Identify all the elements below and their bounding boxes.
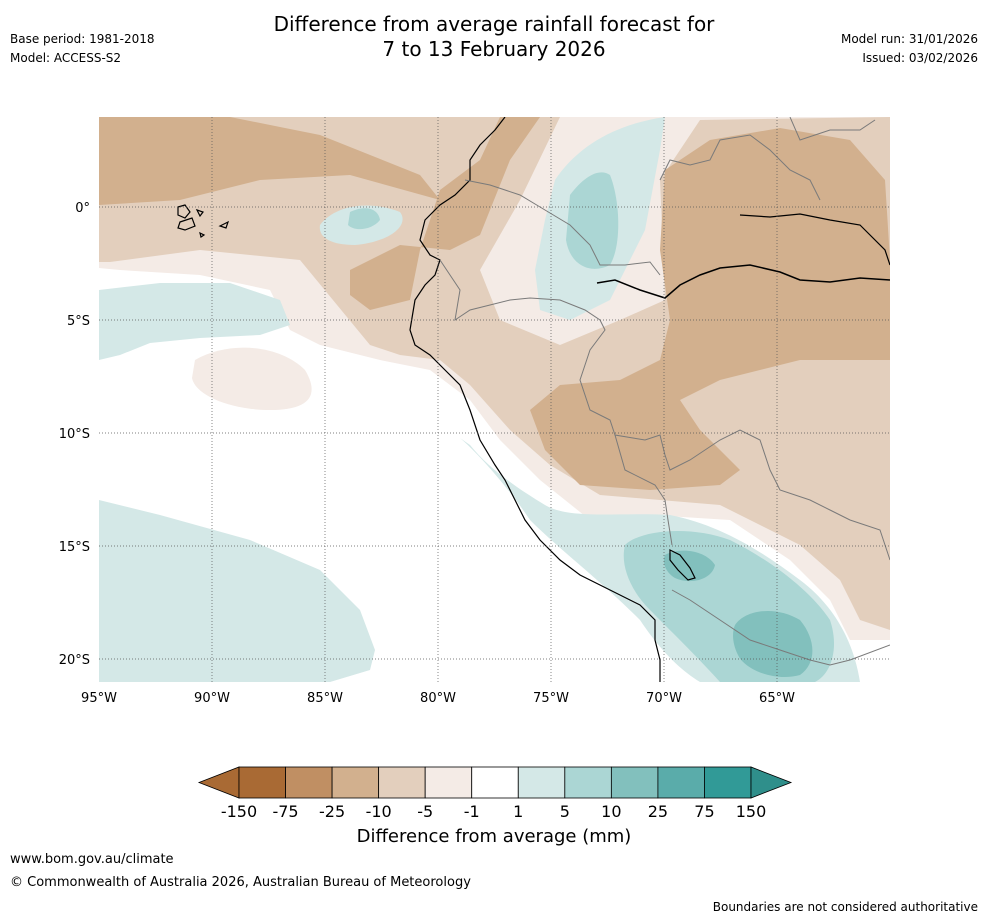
colorbar-tick-label: -25 [319, 802, 345, 821]
contour-teal-2 [348, 208, 380, 230]
lat-label-15s: 15°S [59, 540, 90, 555]
contour-light-teal-2 [99, 500, 375, 682]
colorbar-extend-low [197, 766, 240, 799]
colorbar-tick-label: 150 [736, 802, 767, 821]
contour-teal-5 [733, 610, 813, 678]
title-line-1: Difference from average rainfall forecas… [273, 12, 715, 36]
colorbar-tick-label: -75 [272, 802, 298, 821]
lake-titicaca [669, 549, 696, 581]
contour-dark-brown-1 [99, 117, 440, 205]
lon-label-80w: 80°W [420, 691, 456, 706]
colorbar-tick-label: 25 [648, 802, 668, 821]
copyright-text: © Commonwealth of Australia 2026, Austra… [10, 875, 471, 890]
colorbar-tick-label: 75 [694, 802, 714, 821]
lon-label-85w: 85°W [307, 691, 343, 706]
coastline [409, 117, 661, 682]
colorbar-tick-label: 10 [601, 802, 621, 821]
colorbar-tick-label: 5 [560, 802, 570, 821]
rio-negro [739, 213, 890, 266]
website-link[interactable]: www.bom.gov.au/climate [10, 852, 174, 867]
colorbar-bin [564, 766, 612, 799]
contour-light-brown-blob [192, 347, 312, 410]
lon-label-95w: 95°W [81, 691, 117, 706]
colorbar-bin [378, 766, 426, 799]
colorbar-bin [238, 766, 286, 799]
colorbar-bin [424, 766, 473, 799]
contour-dark-brown-2 [350, 117, 540, 310]
colorbar-bin [471, 766, 519, 799]
colorbar-bin [285, 766, 333, 799]
country-borders [439, 117, 890, 666]
colorbar-bin [657, 766, 705, 799]
lon-label-70w: 70°W [646, 691, 682, 706]
lat-label-5s: 5°S [67, 314, 90, 329]
contour-teal-4 [663, 550, 715, 582]
colorbar-bin [704, 766, 752, 799]
colorbar: -150 -75 -25 -10 -5 -1 1 5 10 25 75 150 [197, 766, 793, 821]
contour-teal-1 [566, 172, 619, 269]
amazon-river [596, 264, 890, 299]
contour-light-teal-1 [99, 283, 290, 360]
colorbar-bin [331, 766, 380, 799]
colorbar-tick-label: -5 [417, 802, 433, 821]
colorbar-bin [517, 766, 566, 799]
colorbar-extend-high [750, 766, 793, 799]
lon-label-90w: 90°W [194, 691, 230, 706]
model-run: Model run: 31/01/2026 [840, 32, 978, 46]
issued-date: Issued: 03/02/2026 [862, 51, 978, 65]
boundaries-disclaimer: Boundaries are not considered authoritat… [712, 900, 978, 914]
model-name: Model: ACCESS-S2 [10, 51, 122, 65]
lat-label-20s: 20°S [59, 653, 90, 668]
colorbar-tick-label: -10 [366, 802, 392, 821]
galapagos-islands [177, 204, 230, 238]
base-period: Base period: 1981-2018 [10, 32, 155, 46]
lon-label-75w: 75°W [533, 691, 569, 706]
colorbar-tick-label: -1 [464, 802, 480, 821]
map-contours [99, 117, 890, 682]
lon-label-65w: 65°W [759, 691, 795, 706]
contour-dark-brown-3 [530, 128, 890, 490]
lat-label-0: 0° [75, 201, 90, 216]
chart-title: Difference from average rainfall forecas… [0, 12, 988, 62]
colorbar-tick-label: 1 [513, 802, 523, 821]
title-line-2: 7 to 13 February 2026 [382, 37, 606, 61]
colorbar-tick-label: -150 [221, 802, 257, 821]
colorbar-label: Difference from average (mm) [356, 826, 632, 847]
colorbar-bin [610, 766, 659, 799]
lat-label-10s: 10°S [59, 427, 90, 442]
graticule [99, 117, 890, 682]
